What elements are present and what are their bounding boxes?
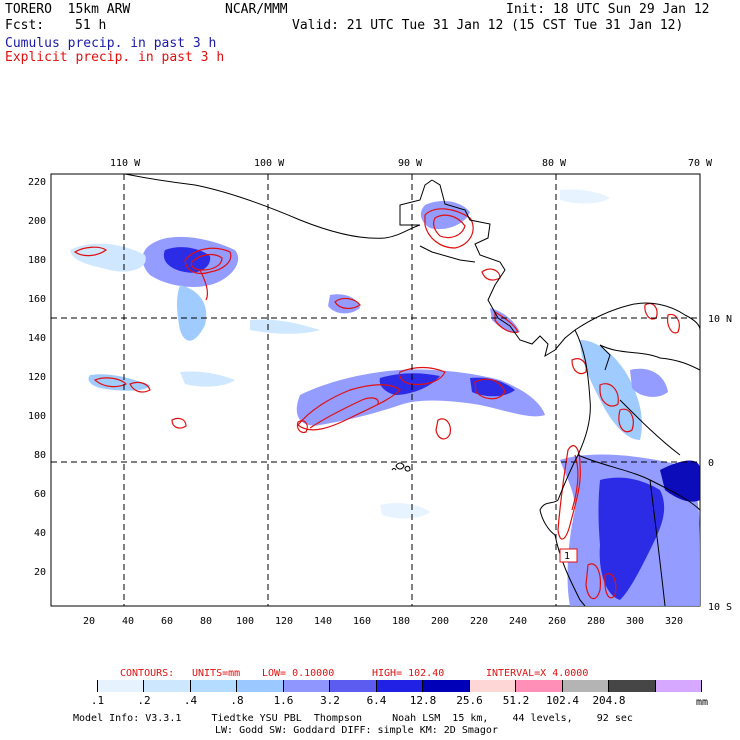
colorbar-label: 204.8 bbox=[592, 694, 626, 707]
init-time: Init: 18 UTC Sun 29 Jan 12 bbox=[506, 2, 710, 17]
forecast-label: Fcst: bbox=[5, 18, 45, 33]
x-tick: 40 bbox=[122, 616, 134, 627]
physics-info: LW: Godd SW: Goddard DIFF: simple KM: 2D… bbox=[215, 725, 498, 736]
x-tick: 100 bbox=[236, 616, 254, 627]
colorbar-label: .4 bbox=[183, 694, 198, 707]
explicit-precip-contours bbox=[73, 208, 680, 600]
lat-labels: 10 N 0 10 S bbox=[708, 314, 732, 613]
x-tick: 200 bbox=[431, 616, 449, 627]
legend-explicit: Explicit precip. in past 3 h bbox=[5, 50, 225, 65]
graticule bbox=[51, 174, 700, 606]
high-label: HIGH= 102.40 bbox=[372, 668, 445, 679]
colorbar-label: 1.6 bbox=[273, 694, 294, 707]
forecast-hour: 51 h bbox=[75, 18, 107, 33]
lon-label: 110 W bbox=[110, 158, 141, 169]
colorbar-swatch bbox=[283, 680, 330, 692]
colorbar-swatch bbox=[469, 680, 516, 692]
y-tick: 60 bbox=[34, 489, 46, 500]
x-tick: 160 bbox=[353, 616, 371, 627]
y-tick: 20 bbox=[34, 567, 46, 578]
cumulus-precip-areas bbox=[70, 189, 700, 606]
colorbar-label: 12.8 bbox=[409, 694, 437, 707]
y-tick: 220 bbox=[28, 177, 46, 188]
x-tick: 240 bbox=[509, 616, 527, 627]
y-tick: 200 bbox=[28, 216, 46, 227]
model-info: Model Info: V3.3.1 Tiedtke YSU PBL Thomp… bbox=[73, 713, 633, 724]
y-tick: 180 bbox=[28, 255, 46, 266]
x-tick: 120 bbox=[275, 616, 293, 627]
y-tick: 140 bbox=[28, 333, 46, 344]
colorbar-label: .8 bbox=[230, 694, 244, 707]
colorbar-label: 25.6 bbox=[456, 694, 483, 707]
colorbar-swatch bbox=[237, 680, 284, 692]
x-tick: 300 bbox=[626, 616, 644, 627]
colorbar-swatch bbox=[190, 680, 237, 692]
x-tick: 280 bbox=[587, 616, 605, 627]
x-tick: 140 bbox=[314, 616, 332, 627]
lat-label: 10 N bbox=[708, 314, 732, 325]
lon-label: 90 W bbox=[398, 158, 423, 169]
colorbar-swatch bbox=[330, 680, 377, 692]
x-tick: 260 bbox=[548, 616, 566, 627]
center-label: NCAR/MMM bbox=[225, 2, 288, 17]
colorbar-label: 51.2 bbox=[502, 694, 530, 707]
colorbar-swatch bbox=[423, 680, 470, 692]
low-label: LOW= 0.10000 bbox=[262, 668, 335, 679]
colorbar-swatch bbox=[97, 680, 144, 692]
model-title: TORERO 15km ARW bbox=[5, 2, 131, 17]
lon-label: 100 W bbox=[254, 158, 285, 169]
colorbar-swatch bbox=[516, 680, 563, 692]
colorbar-swatch bbox=[655, 680, 702, 692]
y-tick: 80 bbox=[34, 450, 46, 461]
colorbar-label: 6.4 bbox=[366, 694, 387, 707]
colorbar-swatch bbox=[376, 680, 423, 692]
lon-label: 80 W bbox=[542, 158, 567, 169]
y-ticks: 220 200 180 160 140 120 100 80 60 40 20 bbox=[28, 177, 46, 578]
y-tick: 40 bbox=[34, 528, 46, 539]
x-tick: 60 bbox=[161, 616, 173, 627]
lat-label: 0 bbox=[708, 458, 714, 469]
lon-label: 70 W bbox=[688, 158, 713, 169]
colorbar-swatch bbox=[609, 680, 656, 692]
y-tick: 100 bbox=[28, 411, 46, 422]
x-tick: 180 bbox=[392, 616, 410, 627]
units-label: UNITS=mm bbox=[192, 668, 241, 679]
legend-cumulus: Cumulus precip. in past 3 h bbox=[5, 36, 217, 51]
valid-time: Valid: 21 UTC Tue 31 Jan 12 (15 CST Tue … bbox=[292, 18, 684, 33]
lon-labels: 110 W 100 W 90 W 80 W 70 W bbox=[110, 158, 713, 169]
colorbar-swatch bbox=[562, 680, 609, 692]
colorbar-label: 3.2 bbox=[320, 694, 340, 707]
point-label: 1 bbox=[564, 551, 570, 562]
x-tick: 220 bbox=[470, 616, 488, 627]
x-tick: 20 bbox=[83, 616, 95, 627]
contours-label: CONTOURS: bbox=[120, 668, 175, 679]
colorbar-swatch bbox=[51, 680, 98, 692]
colorbar-unit: mm bbox=[696, 697, 709, 708]
x-tick: 80 bbox=[200, 616, 212, 627]
colorbar-label: 102.4 bbox=[545, 694, 580, 707]
y-tick: 160 bbox=[28, 294, 46, 305]
colorbar-label: .1 bbox=[90, 694, 105, 707]
colorbar-label: .2 bbox=[137, 694, 151, 707]
x-tick: 320 bbox=[665, 616, 683, 627]
interval-label: INTERVAL=X 4.0000 bbox=[486, 668, 589, 679]
coastlines bbox=[124, 173, 701, 607]
x-ticks: 20 40 60 80 100 120 140 160 180 200 220 … bbox=[83, 616, 683, 627]
y-tick: 120 bbox=[28, 372, 46, 383]
colorbar-swatch bbox=[144, 680, 191, 692]
point-marker bbox=[559, 548, 578, 563]
lat-label: 10 S bbox=[708, 602, 732, 613]
